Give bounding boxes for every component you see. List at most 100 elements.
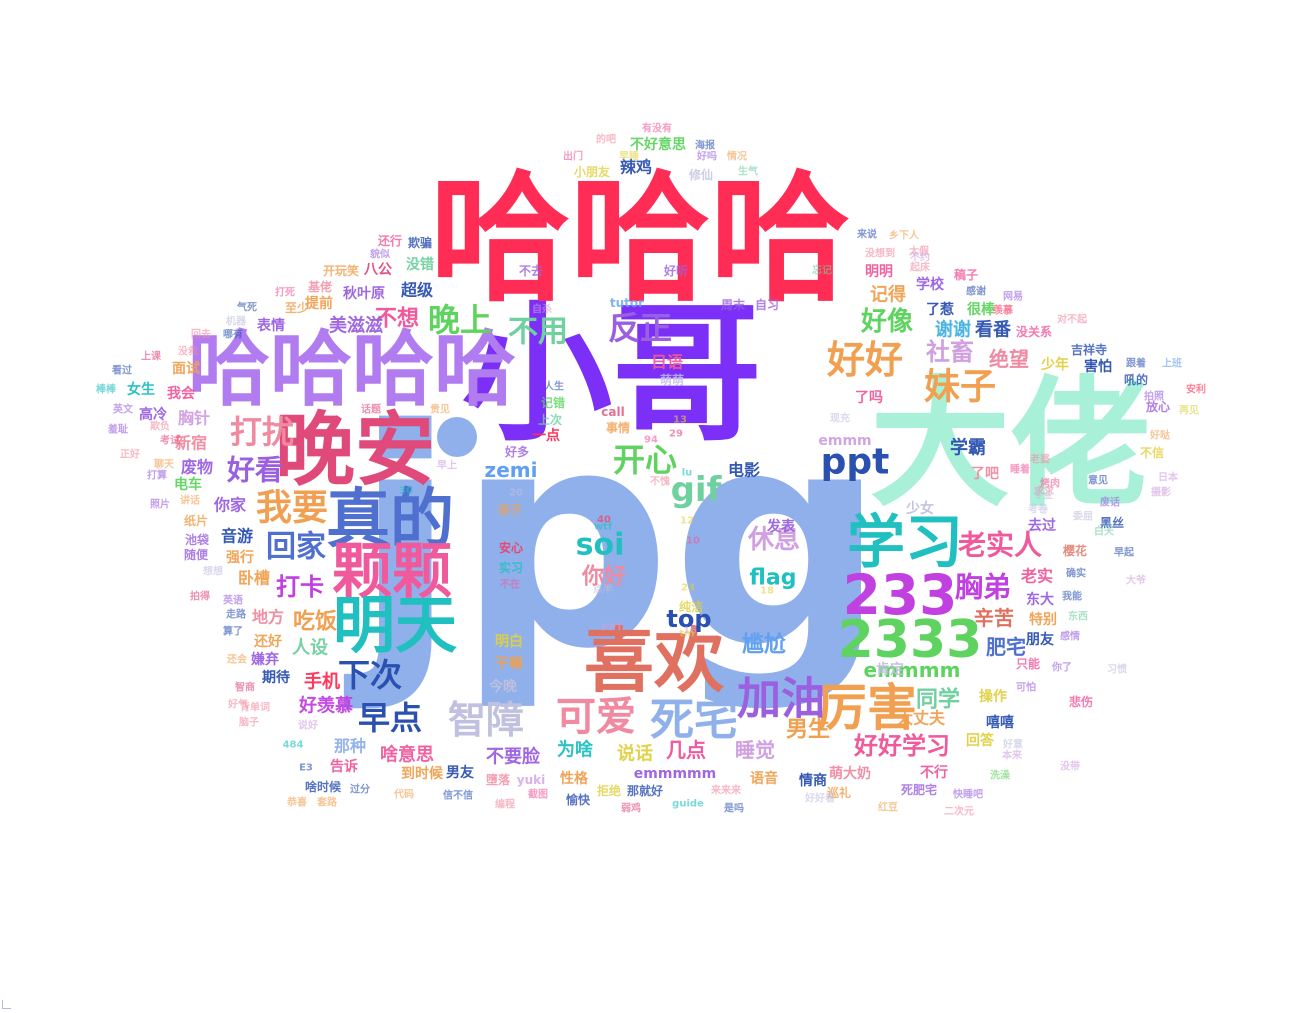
word-125: 记错 (541, 395, 565, 410)
word-107: 死肥宅 (901, 782, 937, 797)
word-165: 快睡吧 (952, 788, 983, 801)
word-183: 确实 (1066, 567, 1086, 580)
word-223: 好吗 (696, 150, 717, 163)
word-101: 嘻嘻 (986, 714, 1014, 731)
word-46: 打卡 (276, 573, 324, 601)
word-137: 女生 (127, 381, 155, 398)
word-49: 不想 (375, 307, 419, 332)
word-24: 反正 (608, 309, 672, 347)
word-189: 羡慕 (993, 304, 1013, 317)
accent-dot (437, 417, 477, 457)
word-91: 了惹 (926, 301, 954, 318)
word-41: top (666, 605, 711, 633)
word-55: 辛苦 (974, 606, 1014, 630)
word-169: 过分 (350, 783, 370, 796)
word-84: 卧槽 (238, 569, 270, 588)
word-263: 16 (683, 626, 697, 637)
word-123: 事情 (606, 420, 630, 435)
word-266: 29 (669, 429, 683, 440)
word-104: 情商 (799, 772, 827, 789)
word-99: 特别 (1029, 611, 1057, 628)
word-4: 哈哈哈 (430, 159, 850, 322)
word-267: 94 (644, 435, 658, 446)
word-64: 那种 (334, 737, 366, 756)
word-171: 恭喜 (286, 796, 307, 809)
word-218: 忘记 (812, 264, 832, 277)
word-144: 随便 (184, 547, 209, 562)
word-87: 嫌弃 (251, 651, 279, 668)
word-244: 气死 (236, 301, 257, 314)
word-215: 太假 (908, 245, 930, 258)
word-181: 截图 (528, 788, 548, 801)
word-178: 二次元 (944, 805, 974, 818)
word-30: 好看 (226, 454, 283, 487)
word-147: 至少 (285, 300, 309, 315)
word-69: 学霸 (950, 437, 986, 459)
word-18: 智障 (448, 698, 524, 742)
word-132: 不去 (519, 263, 543, 278)
word-138: 我会 (167, 385, 196, 402)
word-273: 不在 (500, 578, 520, 591)
word-217: 乡下人 (889, 229, 920, 242)
word-232: 照片 (150, 498, 170, 511)
word-179: 啥时候 (305, 779, 342, 794)
word-126: 人生 (544, 380, 564, 393)
word-280: 习惯 (1107, 663, 1127, 676)
word-289: 烤肉 (1040, 477, 1060, 490)
word-211: 感谢 (966, 285, 986, 298)
word-119: 实习 (499, 560, 523, 575)
word-56: 肥宅 (986, 635, 1026, 659)
word-239: 上课 (141, 350, 162, 363)
word-95: 去过 (1028, 517, 1056, 534)
word-152: 欺骗 (408, 235, 432, 250)
word-25: 晚上 (428, 301, 492, 339)
word-130: 自习 (755, 297, 779, 312)
word-236: 欺负 (150, 420, 170, 433)
word-79: 新宿 (175, 434, 207, 453)
word-58: 睡觉 (735, 738, 775, 762)
word-27: 开心 (613, 441, 677, 479)
word-11: 学习 (847, 508, 963, 576)
word-170: 套路 (316, 796, 338, 809)
word-247: 拍得 (190, 590, 210, 603)
word-105: 萌大奶 (829, 765, 871, 782)
word-92: 很棒 (967, 301, 996, 318)
word-2: 小哥 (462, 288, 762, 462)
word-17: 可爱 (556, 694, 636, 740)
word-187: 网易 (1003, 291, 1023, 303)
word-274: 自杀 (532, 303, 552, 316)
word-74: 八公 (363, 262, 392, 278)
word-54: 看番 (974, 319, 1012, 341)
word-45: 吃饭 (293, 609, 337, 635)
word-173: yuki (517, 773, 545, 787)
word-111: 告诉 (330, 758, 358, 775)
word-32: 早点 (358, 699, 422, 737)
word-140: 面试 (172, 360, 200, 377)
word-50: 美滋滋 (329, 315, 383, 337)
word-103: 语音 (750, 770, 778, 787)
word-207: 意见 (1088, 474, 1108, 487)
word-231: 聊天 (154, 458, 175, 471)
word-242: 哪有 (223, 328, 243, 341)
word-248: 走路 (225, 608, 247, 621)
word-35: 老实人 (958, 529, 1042, 562)
word-168: 代码 (393, 788, 414, 801)
word-20: 妹子 (924, 367, 996, 408)
word-216: 来说 (856, 228, 877, 241)
word-100: 操作 (979, 688, 1007, 705)
word-270: tm (679, 629, 694, 640)
word-238: 棒棒 (96, 383, 117, 396)
word-206: 废话 (1100, 496, 1120, 509)
word-10: 明天 (333, 589, 457, 662)
word-262: 40 (597, 515, 611, 526)
word-67: 人设 (292, 638, 328, 659)
word-227: 早上 (437, 459, 457, 472)
word-73: 没错 (406, 256, 434, 273)
word-127: call (601, 405, 624, 419)
word-23: soi (576, 528, 625, 563)
word-213: 起床 (909, 261, 931, 274)
word-287: 好意 (1002, 738, 1023, 751)
word-261: 23 (681, 583, 695, 594)
word-128: 萌萌 (660, 372, 684, 387)
